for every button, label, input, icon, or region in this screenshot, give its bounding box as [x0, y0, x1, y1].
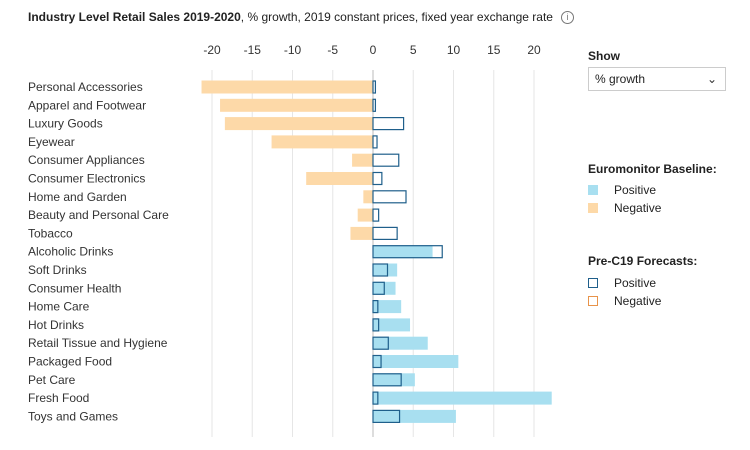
category-label: Beauty and Personal Care — [28, 208, 169, 222]
x-tick-label: 20 — [527, 43, 541, 57]
legend-baseline-negative-label: Negative — [614, 201, 662, 215]
chart-title-rest: , % growth, 2019 constant prices, fixed … — [240, 10, 553, 24]
bar-forecast[interactable] — [372, 409, 401, 423]
bar-forecast[interactable] — [372, 226, 398, 240]
bar-baseline[interactable] — [373, 318, 411, 332]
bar-forecast[interactable] — [372, 153, 400, 167]
bar-forecast[interactable] — [372, 318, 380, 332]
legend-baseline-positive[interactable]: Positive — [588, 183, 656, 197]
x-tick-label: -10 — [284, 43, 302, 57]
legend-forecast-negative-label: Negative — [614, 294, 662, 308]
bar-baseline[interactable] — [201, 80, 373, 94]
x-tick-label: 10 — [447, 43, 461, 57]
bar-forecast[interactable] — [372, 300, 379, 314]
bar-forecast[interactable] — [372, 281, 385, 295]
x-tick-label: -20 — [203, 43, 221, 57]
category-label: Eyewear — [28, 135, 75, 149]
category-label: Packaged Food — [28, 355, 112, 369]
bar-baseline[interactable] — [373, 336, 428, 350]
bar-baseline[interactable] — [363, 190, 373, 204]
info-icon[interactable]: i — [560, 11, 574, 24]
category-label: Home and Garden — [28, 190, 127, 204]
bar-forecast[interactable] — [372, 190, 407, 204]
bar-forecast[interactable] — [372, 135, 378, 149]
bar-baseline[interactable] — [373, 263, 398, 277]
chart-title: Industry Level Retail Sales 2019-2020, %… — [28, 10, 574, 24]
category-label: Soft Drinks — [28, 263, 87, 277]
swatch-forecast-negative — [588, 296, 598, 306]
bar-forecast[interactable] — [372, 263, 389, 277]
legend-forecast-positive-label: Positive — [614, 276, 657, 290]
legend-forecast-negative[interactable]: Negative — [588, 294, 661, 308]
bar-forecast[interactable] — [372, 208, 380, 222]
legend-baseline-negative[interactable]: Negative — [588, 201, 661, 215]
bars — [201, 80, 552, 423]
category-label: Consumer Health — [28, 281, 121, 295]
legend-forecast-positive[interactable]: Positive — [588, 276, 656, 290]
category-label: Tobacco — [28, 226, 73, 240]
category-label: Personal Accessories — [28, 80, 143, 94]
show-select-value: % growth — [595, 72, 646, 86]
legend-baseline-positive-label: Positive — [614, 183, 657, 197]
bar-baseline[interactable] — [224, 117, 373, 131]
bar-baseline[interactable] — [373, 355, 459, 368]
x-tick-label: 0 — [370, 43, 377, 57]
bar-forecast[interactable] — [372, 391, 379, 405]
legend-forecast-title: Pre-C19 Forecasts: — [588, 254, 698, 268]
category-label: Apparel and Footwear — [28, 98, 146, 112]
x-tick-label: -5 — [327, 43, 338, 57]
x-tick-label: -15 — [244, 43, 262, 57]
category-label: Luxury Goods — [28, 117, 103, 131]
bar-forecast[interactable] — [372, 373, 402, 387]
x-tick-label: 5 — [410, 43, 417, 57]
category-label: Consumer Electronics — [28, 172, 145, 186]
swatch-baseline-negative — [588, 203, 598, 213]
bar-baseline[interactable] — [220, 98, 373, 112]
bar-baseline[interactable] — [373, 391, 552, 405]
bar-baseline[interactable] — [306, 172, 373, 185]
show-label: Show — [588, 49, 620, 63]
bar-forecast[interactable] — [372, 245, 443, 259]
category-label: Hot Drinks — [28, 318, 84, 332]
chart-title-bold: Industry Level Retail Sales 2019-2020 — [28, 10, 241, 24]
category-label: Pet Care — [28, 373, 76, 387]
category-label: Retail Tissue and Hygiene — [28, 336, 168, 350]
bar-baseline[interactable] — [373, 245, 433, 259]
x-tick-label: 15 — [487, 43, 501, 57]
swatch-baseline-positive — [588, 185, 598, 195]
bar-baseline[interactable] — [357, 208, 373, 222]
bar-baseline[interactable] — [373, 300, 402, 314]
bar-forecast[interactable] — [372, 98, 377, 112]
bar-baseline[interactable] — [350, 226, 373, 240]
category-label: Home Care — [28, 300, 90, 314]
category-label: Consumer Appliances — [28, 153, 145, 167]
legend-baseline-title: Euromonitor Baseline: — [588, 162, 717, 176]
bar-forecast[interactable] — [372, 171, 383, 186]
category-labels: Personal Accessories Apparel and Footwear… — [28, 80, 169, 423]
category-label: Alcoholic Drinks — [28, 245, 113, 259]
bar-baseline[interactable] — [373, 409, 456, 423]
category-label: Toys and Games — [28, 409, 118, 423]
bar-forecast[interactable] — [372, 116, 405, 131]
bar-baseline[interactable] — [352, 153, 373, 167]
show-select[interactable]: % growth ⌄ — [588, 67, 726, 91]
category-label: Fresh Food — [28, 391, 89, 405]
bar-baseline[interactable] — [271, 135, 373, 149]
swatch-forecast-positive — [588, 278, 598, 288]
bar-forecast[interactable] — [372, 354, 382, 369]
bar-forecast[interactable] — [372, 80, 377, 94]
bar-forecast[interactable] — [372, 336, 389, 350]
bar-baseline[interactable] — [373, 373, 415, 387]
x-axis-ticks: -20 -15 -10 -5 0 5 10 15 20 — [203, 43, 541, 57]
bar-chart: -20 -15 -10 -5 0 5 10 15 20 Personal Accessories… — [28, 43, 552, 437]
chevron-down-icon: ⌄ — [706, 72, 717, 86]
